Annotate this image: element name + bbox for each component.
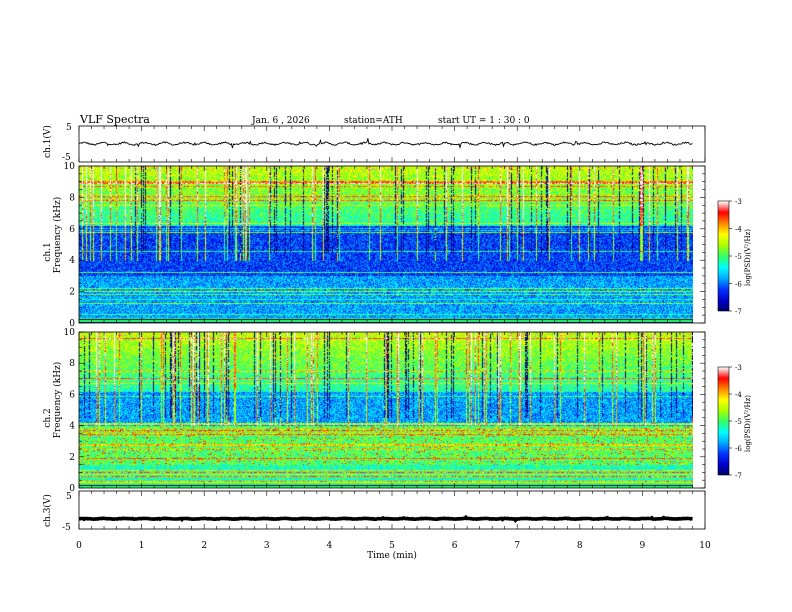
colorbar-tick-label: -7 <box>735 472 742 480</box>
ch3-wave-ticks <box>78 491 706 529</box>
time-axis-ticklabels: 0 1 2 3 4 5 6 7 8 9 10 <box>76 541 711 551</box>
freq-tick-label: 4 <box>69 422 75 432</box>
time-tick-label: 2 <box>201 541 207 551</box>
freq-tick-label: 6 <box>69 225 75 235</box>
colorbar-tick-label: -7 <box>735 308 742 316</box>
colorbar-tick-label: -6 <box>735 281 742 289</box>
freq-tick-label: 8 <box>69 359 75 369</box>
freq-tick-label: 4 <box>69 256 75 266</box>
time-tick-label: 8 <box>577 541 583 551</box>
colorbar-tick-label: -6 <box>735 445 742 453</box>
ch2-colorbar-label: log(PSD)(V²/Hz) <box>744 395 752 452</box>
ch3-wave-frame <box>78 490 706 530</box>
time-axis-label: Time (min) <box>367 550 417 561</box>
colorbar-tick-label: -3 <box>735 364 742 372</box>
colorbar-tick-label: -5 <box>735 418 742 426</box>
ch1-colorbar-gradient <box>718 201 729 311</box>
ch3-waveform-line <box>78 514 693 524</box>
start-time-label: start UT = 1 : 30 : 0 <box>438 116 530 126</box>
time-tick-label: 4 <box>327 541 333 551</box>
station-label: station=ATH <box>344 116 403 126</box>
ch2-colorbar: -3 -4 -5 -6 -7 log(PSD)(V²/Hz) <box>717 364 752 480</box>
ch3-waveform-panel: 5 -5 ch.3(V) <box>42 490 706 533</box>
date-label: Jan. 6 , 2026 <box>251 116 310 126</box>
ch2-spec-ylabel-frequency: Frequency (kHz) <box>52 362 63 439</box>
ch3-ytick-neg5: -5 <box>62 523 71 533</box>
figure-title: VLF Spectra <box>79 113 150 126</box>
ch1-spectrogram-image <box>79 166 693 323</box>
freq-tick-label: 2 <box>69 288 75 298</box>
ch1-spec-ticks <box>78 165 706 324</box>
ch1-wave-ticks <box>78 126 706 162</box>
ch2-spec-ticks <box>78 331 706 489</box>
ch2-spectrogram-panel: 0 2 4 6 8 10 ch.2 Frequency (kHz) <box>43 328 706 494</box>
freq-tick-label: 0 <box>69 319 75 329</box>
ch1-ytick-neg5: -5 <box>62 153 71 163</box>
freq-tick-label: 2 <box>69 453 75 463</box>
ch1-wave-ylabel: ch.1(V) <box>42 125 53 158</box>
colorbar-tick-label: -5 <box>735 253 742 261</box>
colorbar-tick-label: -4 <box>735 391 742 399</box>
colorbar-tick-label: -4 <box>735 226 742 234</box>
time-tick-label: 3 <box>264 541 270 551</box>
ch3-ytick-5: 5 <box>66 492 72 502</box>
time-tick-label: 9 <box>640 541 646 551</box>
ch1-spec-ylabel-channel: ch.1 <box>43 242 53 261</box>
ch1-waveform-line <box>78 138 693 150</box>
time-tick-label: 0 <box>76 541 82 551</box>
ch1-colorbar-label: log(PSD)(V²/Hz) <box>744 229 752 286</box>
freq-tick-label: 8 <box>69 193 75 203</box>
ch1-ytick-5: 5 <box>66 123 72 133</box>
time-tick-label: 6 <box>452 541 458 551</box>
ch1-colorbar: -3 -4 -5 -6 -7 log(PSD)(V²/Hz) <box>717 198 752 316</box>
ch3-wave-ylabel: ch.3(V) <box>42 494 53 527</box>
ch1-spec-yticklabels: 0 2 4 6 8 10 <box>64 162 76 329</box>
ch1-spectrogram-panel: 0 2 4 6 8 10 ch.1 Frequency (kHz) <box>43 162 706 329</box>
ch1-waveform-panel: 5 -5 ch.1(V) <box>42 123 706 163</box>
ch2-spec-yticklabels: 0 2 4 6 8 10 <box>64 328 76 494</box>
colorbar-tick-label: -3 <box>735 198 742 206</box>
freq-tick-label: 10 <box>64 328 76 338</box>
ch1-colorbar-ticks: -3 -4 -5 -6 -7 <box>729 198 742 316</box>
time-tick-label: 1 <box>139 541 145 551</box>
ch2-colorbar-ticks: -3 -4 -5 -6 -7 <box>729 364 742 480</box>
ch2-spec-ylabel-channel: ch.2 <box>43 408 53 427</box>
freq-tick-label: 6 <box>69 390 75 400</box>
time-tick-label: 10 <box>699 541 711 551</box>
time-tick-label: 7 <box>514 541 520 551</box>
ch2-colorbar-gradient <box>718 367 729 475</box>
time-tick-label: 5 <box>389 541 395 551</box>
ch2-spectrogram-image <box>79 332 693 488</box>
ch1-spec-ylabel-frequency: Frequency (kHz) <box>52 197 63 274</box>
freq-tick-label: 0 <box>69 484 75 494</box>
freq-tick-label: 10 <box>64 162 76 172</box>
